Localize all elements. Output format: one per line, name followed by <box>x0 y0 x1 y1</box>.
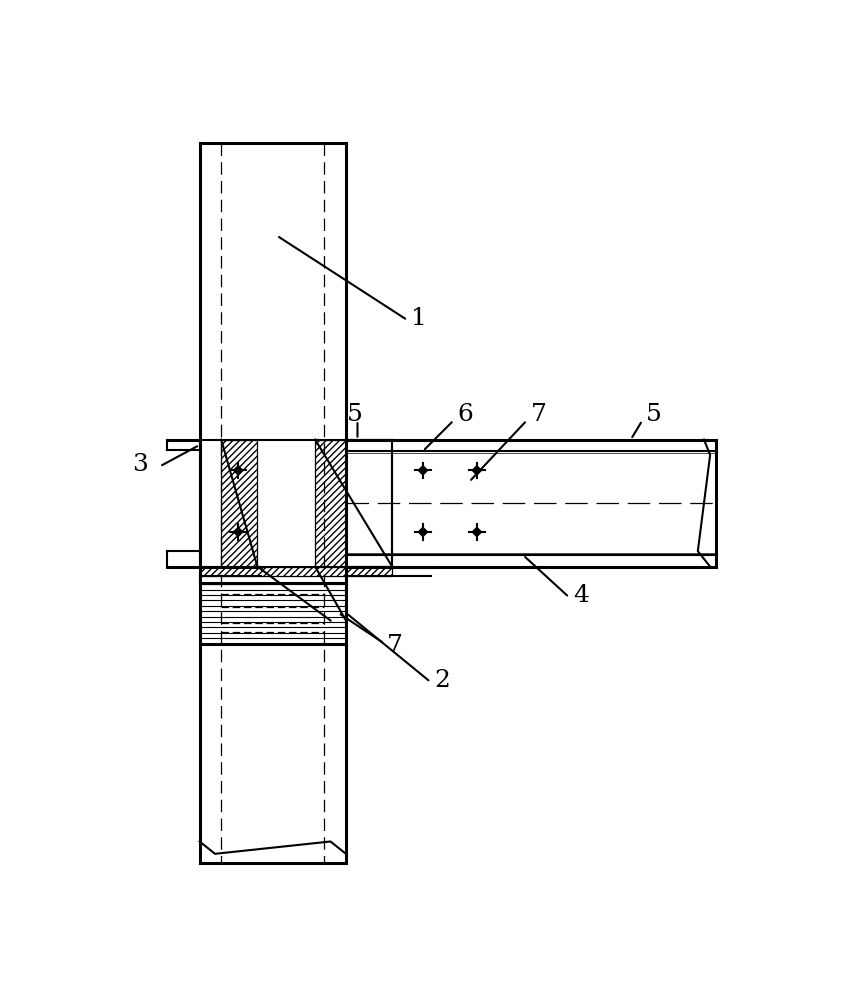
Polygon shape <box>418 527 427 537</box>
Text: 1: 1 <box>411 307 427 330</box>
Text: 5: 5 <box>646 403 662 426</box>
Polygon shape <box>234 527 243 537</box>
Text: 6: 6 <box>458 403 473 426</box>
Polygon shape <box>315 440 346 567</box>
Text: 2: 2 <box>435 669 450 692</box>
Text: 3: 3 <box>132 453 147 476</box>
Text: 7: 7 <box>531 403 547 426</box>
Text: 7: 7 <box>387 634 403 657</box>
Polygon shape <box>472 527 481 537</box>
Text: 4: 4 <box>573 584 589 607</box>
Polygon shape <box>199 567 392 576</box>
Polygon shape <box>472 466 481 475</box>
Polygon shape <box>234 466 243 475</box>
Polygon shape <box>418 466 427 475</box>
Text: 5: 5 <box>347 403 363 426</box>
Polygon shape <box>221 440 257 567</box>
